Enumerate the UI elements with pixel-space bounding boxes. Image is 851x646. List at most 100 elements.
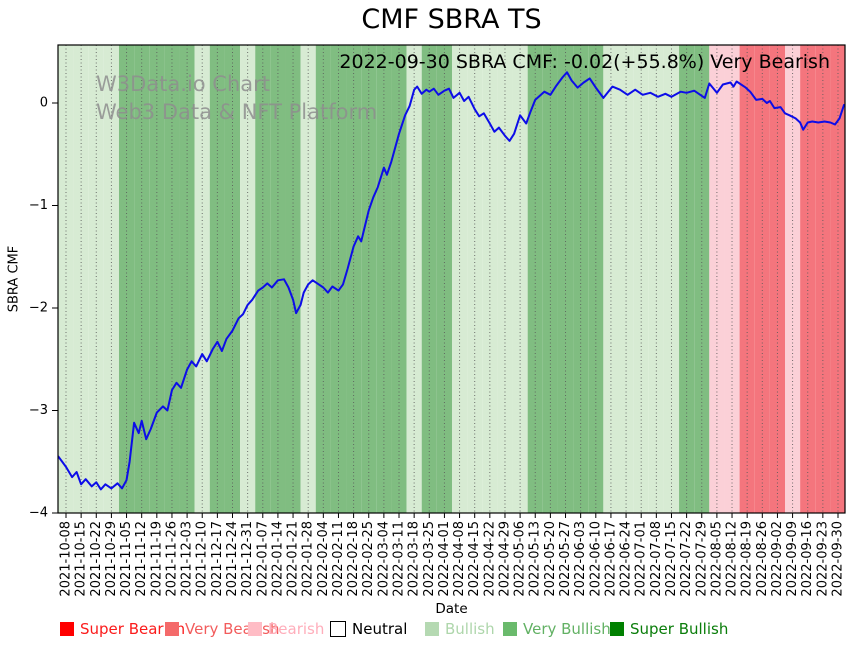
- sentiment-band-2022-01-14: [270, 45, 286, 513]
- x-tick-label: 2022-08-19: [740, 521, 755, 597]
- sentiment-band-2021-12-31: [240, 45, 256, 513]
- sentiment-band-2022-08-12: [724, 45, 740, 513]
- x-axis-ticks: 2021-10-08 2021-10-15 2021-10-22 2021-10-29…: [59, 513, 845, 597]
- x-tick-label: 2022-05-13: [528, 521, 543, 597]
- x-tick-label: 2022-09-23: [815, 521, 830, 597]
- sentiment-band-2022-01-07: [255, 45, 271, 513]
- legend-swatch-icon: [248, 622, 262, 636]
- sentiment-band-2022-04-01: [436, 45, 452, 513]
- legend-item-bullish: Bullish: [425, 620, 495, 638]
- sentiment-band-2022-06-10: [588, 45, 604, 513]
- sentiment-band-2022-08-05: [709, 45, 725, 513]
- x-tick-label: 2022-02-11: [331, 521, 346, 597]
- sentiment-band-2022-04-29: [497, 45, 513, 513]
- sentiment-band-2022-04-08: [451, 45, 468, 513]
- sentiment-band-2022-04-15: [467, 45, 483, 513]
- x-tick-label: 2022-07-29: [694, 521, 709, 597]
- x-tick-label: 2021-10-22: [89, 521, 104, 597]
- sentiment-band-2022-09-30: [830, 45, 845, 513]
- legend-swatch-icon: [503, 622, 517, 636]
- legend-swatch-icon: [330, 621, 346, 637]
- x-tick-label: 2021-12-03: [180, 521, 195, 597]
- legend-label: Super Bearish: [80, 620, 186, 638]
- x-tick-label: 2022-01-21: [286, 521, 301, 597]
- sentiment-band-2021-10-22: [88, 45, 104, 513]
- legend-label: Very Bullish: [523, 620, 611, 638]
- sentiment-band-2022-03-25: [421, 45, 437, 513]
- sentiment-band-2022-09-09: [785, 45, 801, 513]
- legend-label: Bearish: [268, 620, 325, 638]
- x-tick-label: 2021-12-24: [225, 521, 240, 597]
- sentiment-bands: [58, 45, 845, 513]
- sentiment-band-2022-09-16: [800, 45, 816, 513]
- sentiment-band-2022-09-23: [815, 45, 831, 513]
- x-tick-label: 2022-08-26: [755, 521, 770, 597]
- x-tick-label: 2021-11-26: [164, 521, 179, 597]
- x-tick-label: 2022-04-01: [437, 521, 452, 597]
- x-tick-label: 2022-01-28: [301, 521, 316, 597]
- legend-item-bearish: Bearish: [248, 620, 324, 638]
- x-tick-label: 2022-04-15: [467, 521, 482, 597]
- sentiment-band-2022-01-21: [285, 45, 301, 513]
- sentiment-band-2021-12-10: [194, 45, 210, 513]
- x-tick-label: 2022-02-25: [361, 521, 376, 597]
- legend-swatch-icon: [425, 622, 439, 636]
- y-axis-label: SBRA CMF: [6, 245, 22, 313]
- x-tick-label: 2022-05-20: [543, 521, 558, 597]
- plot-frame: [57, 44, 846, 514]
- sentiment-band-2021-11-26: [164, 45, 180, 513]
- sentiment-band-2022-03-11: [391, 45, 407, 513]
- y-tick-label: −4: [29, 506, 48, 521]
- sentiment-band-2022-08-19: [739, 45, 755, 513]
- legend-swatch-icon: [610, 622, 624, 636]
- legend-item-super-bullish: Super Bullish: [610, 620, 728, 638]
- legend-label: Neutral: [352, 620, 408, 638]
- x-tick-label: 2021-12-17: [210, 521, 225, 597]
- y-tick-label: −2: [29, 301, 48, 316]
- x-tick-label: 2022-08-12: [725, 521, 740, 597]
- legend-swatch-icon: [60, 622, 74, 636]
- sentiment-band-2022-07-22: [679, 45, 695, 513]
- x-tick-label: 2022-05-06: [513, 521, 528, 597]
- sentiment-band-2022-07-29: [694, 45, 710, 513]
- sentiment-band-2022-02-18: [346, 45, 362, 513]
- chart-title: CMF SBRA TS: [361, 4, 542, 35]
- x-tick-label: 2022-06-24: [619, 521, 634, 597]
- x-tick-label: 2022-03-04: [376, 521, 391, 597]
- x-tick-label: 2022-01-07: [255, 521, 270, 597]
- x-tick-label: 2022-05-27: [558, 521, 573, 597]
- sentiment-band-2021-10-15: [73, 45, 89, 513]
- legend-swatch-icon: [165, 622, 179, 636]
- x-tick-label: 2022-07-22: [679, 521, 694, 597]
- x-tick-label: 2022-08-05: [709, 521, 724, 597]
- x-tick-label: 2022-09-16: [800, 521, 815, 597]
- x-tick-label: 2021-12-10: [195, 521, 210, 597]
- x-tick-label: 2022-09-30: [830, 521, 845, 597]
- sentiment-band-2022-07-08: [648, 45, 664, 513]
- x-tick-label: 2022-01-14: [270, 521, 285, 597]
- x-tick-label: 2022-02-04: [316, 521, 331, 597]
- x-tick-label: 2022-07-15: [664, 521, 679, 597]
- x-tick-label: 2022-07-08: [649, 521, 664, 597]
- legend-label: Super Bullish: [630, 620, 729, 638]
- x-tick-label: 2022-04-22: [482, 521, 497, 597]
- legend-item-very-bullish: Very Bullish: [503, 620, 611, 638]
- sentiment-band-2021-10-29: [103, 45, 119, 513]
- x-tick-label: 2021-11-12: [134, 521, 149, 597]
- x-tick-label: 2021-11-05: [119, 521, 134, 597]
- legend-item-super-bearish: Super Bearish: [60, 620, 185, 638]
- sentiment-band-2022-03-04: [376, 45, 392, 513]
- sentiment-band-2022-06-17: [603, 45, 619, 513]
- sentiment-legend: Super Bearish Very Bearish Bearish Neutral B…: [0, 620, 851, 642]
- x-tick-label: 2022-02-18: [346, 521, 361, 597]
- watermark: W3Data.io Chart Web3 Data & NFT Platform: [96, 70, 377, 126]
- sentiment-band-2022-02-04: [315, 45, 331, 513]
- x-tick-label: 2022-03-18: [407, 521, 422, 597]
- sentiment-band-2022-05-06: [512, 45, 528, 513]
- legend-label: Bullish: [445, 620, 495, 638]
- latest-value-annotation: 2022-09-30 SBRA CMF: -0.02(+55.8%) Very …: [339, 51, 830, 73]
- sentiment-band-2021-12-03: [179, 45, 195, 513]
- legend-item-neutral: Neutral: [330, 620, 407, 638]
- sentiment-band-2022-02-25: [361, 45, 377, 513]
